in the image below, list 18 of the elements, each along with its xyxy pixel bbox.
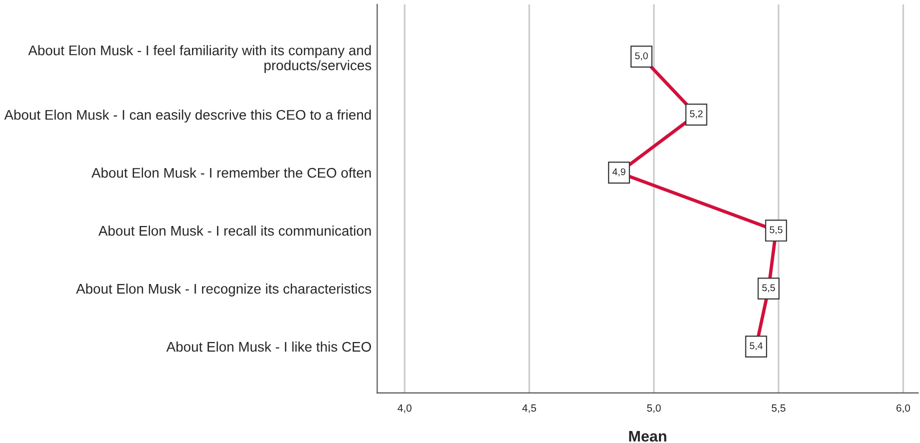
y-tick-label: About Elon Musk - I recall its communication xyxy=(98,226,371,236)
x-tick-label: 6,0 xyxy=(896,404,910,413)
y-tick-label: About Elon Musk - I remember the CEO often xyxy=(91,168,371,178)
data-label: 5,5 xyxy=(770,226,782,234)
x-tick-label: 4,0 xyxy=(398,404,412,413)
y-tick-label: About Elon Musk - I recognize its characteristics xyxy=(76,284,372,296)
y-tick-label: About Elon Musk - I like this CEO xyxy=(166,342,371,352)
x-tick-label: 5,0 xyxy=(647,404,661,413)
data-label: 5,0 xyxy=(635,52,648,60)
data-label: 4,9 xyxy=(612,168,626,176)
y-tick-label: About Elon Musk - I feel familiarity with its company and products/services xyxy=(28,45,372,74)
data-label: 5,4 xyxy=(750,342,763,350)
x-tick-label: 5,5 xyxy=(772,404,786,413)
data-label: 5,5 xyxy=(762,284,775,292)
y-tick-label: About Elon Musk - I can easily descrive this CEO to a friend xyxy=(4,110,371,123)
x-tick-label: 4,5 xyxy=(522,404,536,413)
x-axis-title: Mean xyxy=(629,430,666,442)
data-label: 5,2 xyxy=(690,110,703,118)
